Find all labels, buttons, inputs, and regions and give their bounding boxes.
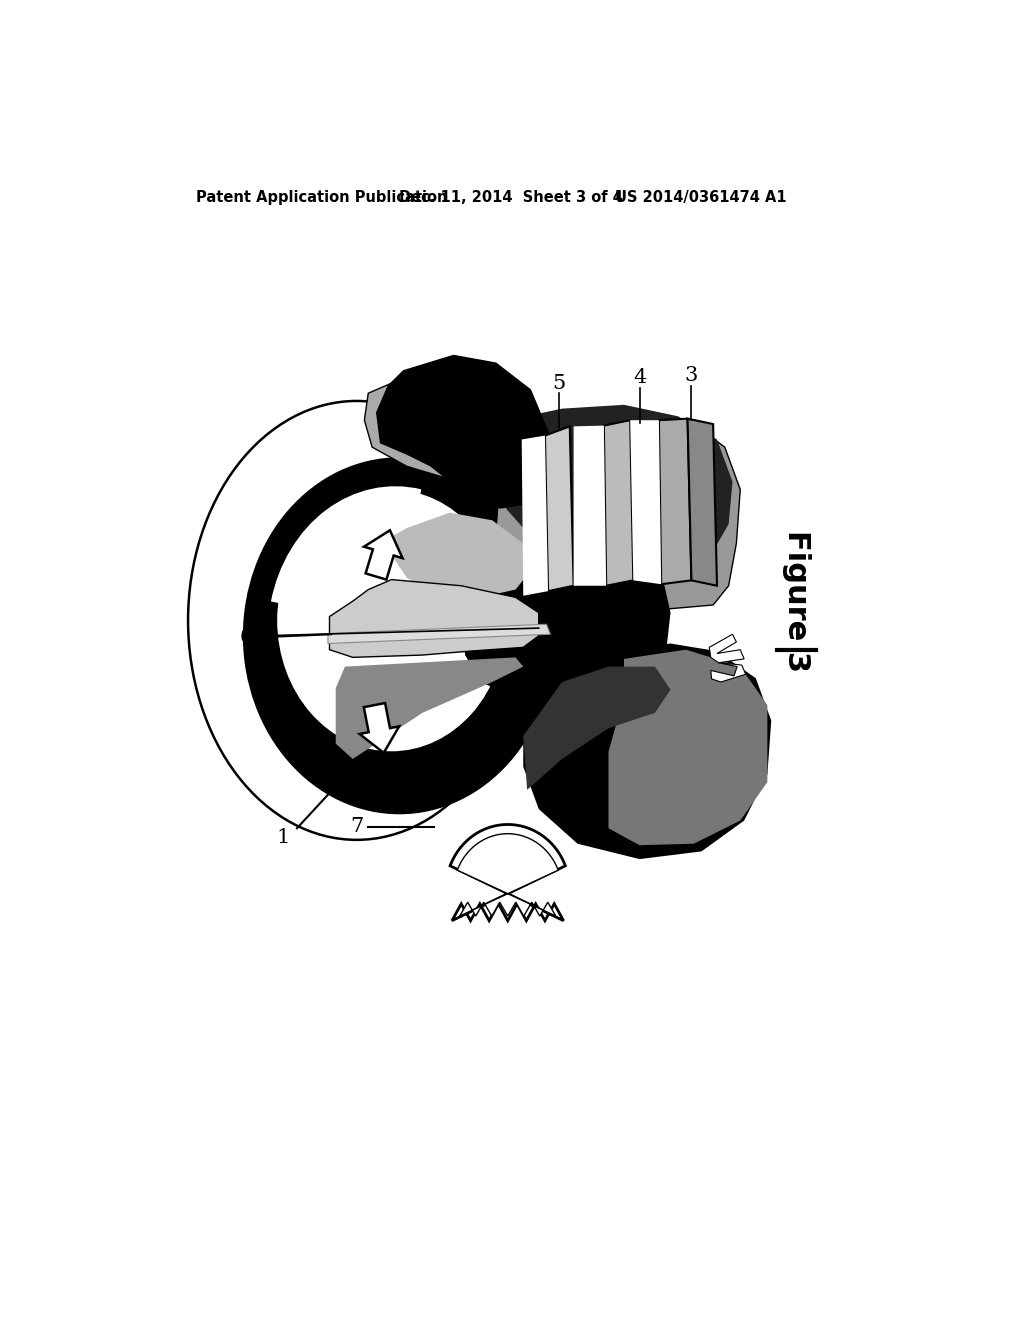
Polygon shape (376, 355, 550, 508)
Text: 5: 5 (552, 374, 565, 393)
Polygon shape (523, 667, 671, 789)
Text: Patent Application Publication: Patent Application Publication (197, 190, 447, 206)
Polygon shape (658, 418, 691, 585)
FancyArrow shape (359, 704, 399, 752)
Polygon shape (630, 420, 662, 585)
Polygon shape (336, 657, 523, 759)
Polygon shape (710, 635, 744, 663)
Text: Dec. 11, 2014  Sheet 3 of 4: Dec. 11, 2014 Sheet 3 of 4 (399, 190, 624, 206)
Polygon shape (328, 624, 550, 644)
Polygon shape (506, 405, 732, 558)
Polygon shape (458, 834, 558, 916)
Text: 3: 3 (684, 366, 697, 385)
Polygon shape (365, 363, 531, 482)
Polygon shape (451, 825, 565, 921)
Polygon shape (461, 536, 671, 701)
Text: 7: 7 (350, 817, 364, 837)
Polygon shape (604, 420, 633, 586)
Polygon shape (687, 418, 717, 586)
Polygon shape (496, 412, 740, 612)
Polygon shape (521, 436, 548, 595)
Polygon shape (545, 426, 573, 591)
Polygon shape (391, 512, 531, 597)
Polygon shape (573, 425, 606, 586)
Text: Figure 3: Figure 3 (781, 531, 811, 672)
Ellipse shape (188, 401, 525, 840)
Polygon shape (330, 579, 539, 657)
Text: 4: 4 (633, 367, 646, 387)
FancyArrow shape (364, 531, 402, 579)
Polygon shape (608, 649, 767, 845)
Text: 1: 1 (276, 828, 290, 847)
Text: 6: 6 (240, 628, 253, 647)
Polygon shape (711, 663, 745, 682)
Ellipse shape (245, 458, 554, 813)
Ellipse shape (278, 490, 506, 751)
Text: US 2014/0361474 A1: US 2014/0361474 A1 (614, 190, 786, 206)
Polygon shape (523, 644, 771, 859)
